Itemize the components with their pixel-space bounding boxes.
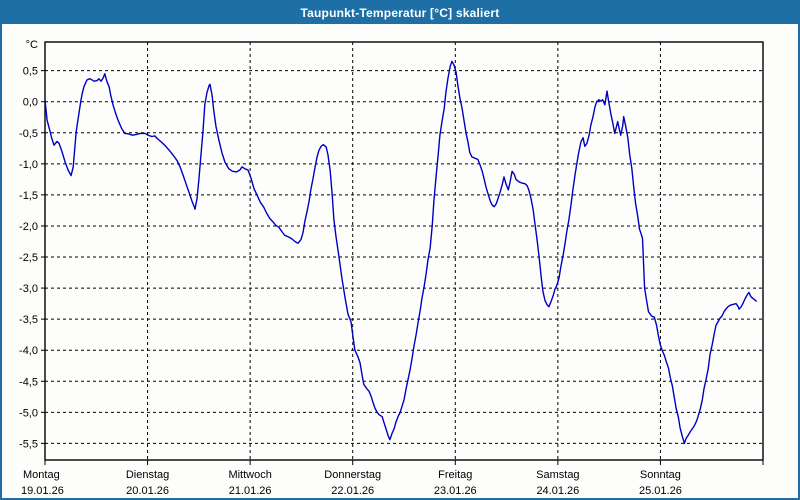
y-tick-label: -1,0 xyxy=(19,159,38,171)
x-day-label: Freitag xyxy=(438,469,472,481)
x-day-label: Mittwoch xyxy=(228,469,271,481)
plot-frame xyxy=(44,41,764,461)
y-tick-label: -1,5 xyxy=(19,190,38,202)
page-title: Taupunkt-Temperatur [°C] skaliert xyxy=(300,6,500,20)
x-date-label: 20.01.26 xyxy=(126,485,169,497)
chart-canvas: 0,5 0,0 -0,5 -1,0 -1,5 -2,0 -2,5 -3,0 -3,5 -4,0 -4… xyxy=(19,39,764,497)
x-day-label: Samstag xyxy=(536,469,579,481)
x-day-label: Dienstag xyxy=(126,469,169,481)
y-tick-label: -3,0 xyxy=(19,283,38,295)
x-date-label: 23.01.26 xyxy=(434,485,477,497)
x-date-label: 25.01.26 xyxy=(639,485,682,497)
y-tick-label: -2,5 xyxy=(19,252,38,264)
x-date-label: 22.01.26 xyxy=(331,485,374,497)
y-tick-label: -2,0 xyxy=(19,221,38,233)
y-tick-label: -3,5 xyxy=(19,314,38,326)
x-day-label: Montag xyxy=(23,469,60,481)
x-day-label: Donnerstag xyxy=(324,469,381,481)
y-tick-label: -4,0 xyxy=(19,345,38,357)
y-tick-label: -4,5 xyxy=(19,376,38,388)
y-tick-label: -5,5 xyxy=(19,438,38,450)
chart-area: 0,5 0,0 -0,5 -1,0 -1,5 -2,0 -2,5 -3,0 -3,5 -4,0 -4… xyxy=(4,26,796,497)
y-tick-label: 0,0 xyxy=(23,97,38,109)
title-bar: Taupunkt-Temperatur [°C] skaliert xyxy=(2,2,798,24)
y-axis-unit: °C xyxy=(26,39,38,51)
dewpoint-line xyxy=(44,60,757,445)
x-date-label: 21.01.26 xyxy=(229,485,272,497)
y-tick-label: 0,5 xyxy=(23,66,38,78)
x-date-label: 19.01.26 xyxy=(21,485,64,497)
y-tick-label: -5,0 xyxy=(19,407,38,419)
x-day-label: Sonntag xyxy=(640,469,681,481)
y-tick-label: -0,5 xyxy=(19,128,38,140)
x-date-label: 24.01.26 xyxy=(536,485,579,497)
